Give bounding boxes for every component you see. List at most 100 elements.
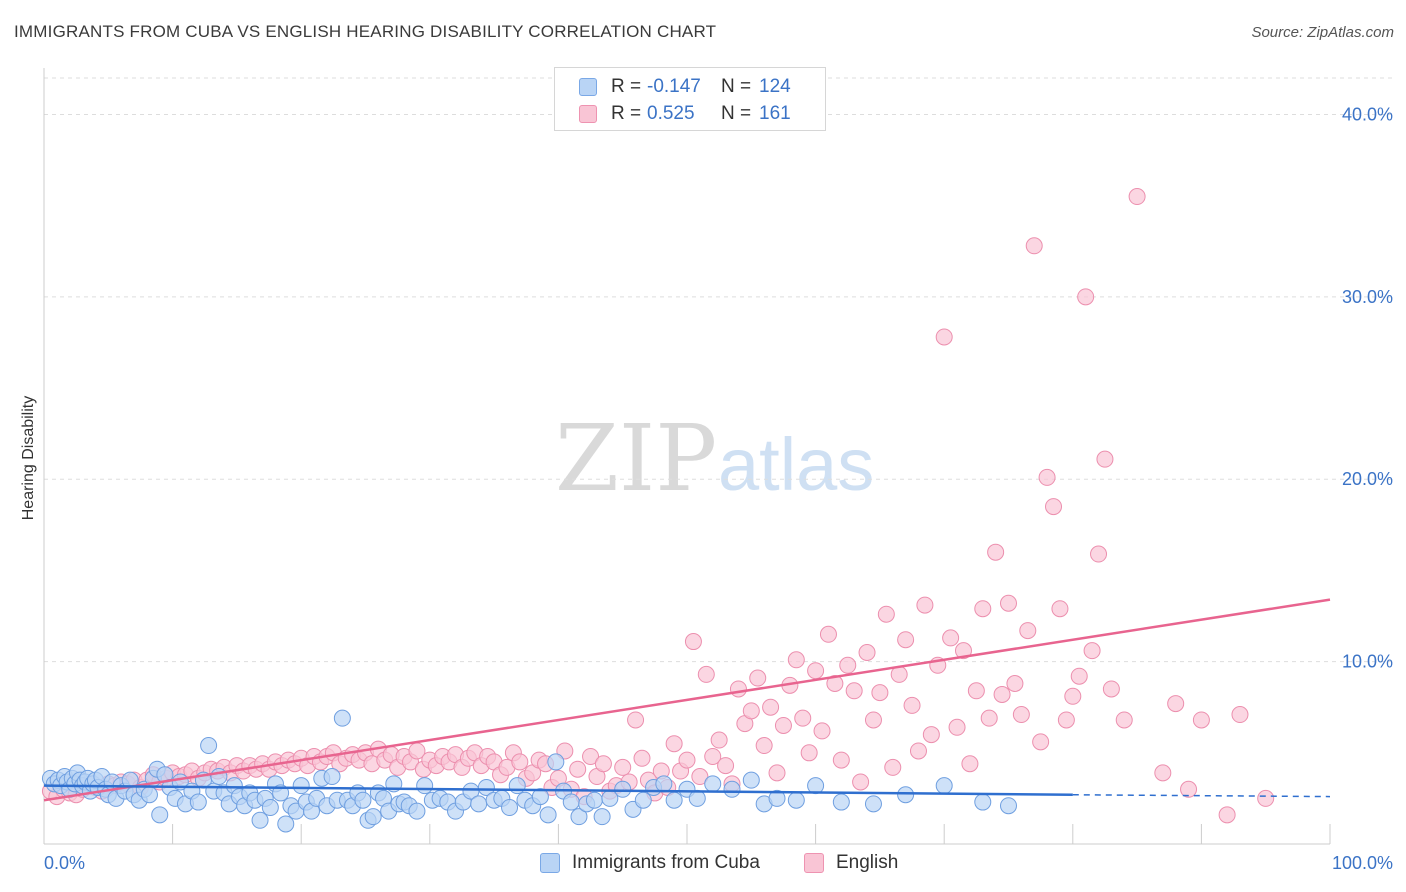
cuba-point (140, 786, 158, 804)
cuba-point (897, 786, 915, 804)
english-point (948, 718, 966, 736)
stats-legend: R = -0.147 N = 124 R = 0.525 N = 161 (554, 67, 826, 131)
chart-title: IMMIGRANTS FROM CUBA VS ENGLISH HEARING … (14, 22, 717, 41)
english-point (633, 749, 651, 767)
english-point (762, 698, 780, 716)
english-point (1019, 622, 1037, 640)
cuba-point (634, 791, 652, 809)
english-point (1231, 706, 1249, 724)
english-point (1128, 188, 1146, 206)
cuba-point (723, 780, 741, 798)
english-point (678, 751, 696, 769)
cuba-trend-extension (1072, 794, 1331, 798)
english-point (909, 742, 927, 760)
cuba-point (655, 775, 673, 793)
english-point (832, 751, 850, 769)
cuba-point (151, 806, 169, 824)
english-point (556, 742, 574, 760)
y-tick-labels: 10.0% 20.0% 30.0% 40.0% (1342, 104, 1393, 671)
english-point (813, 722, 831, 740)
english-point (704, 747, 722, 765)
english-point (627, 711, 645, 729)
english-point (614, 758, 632, 776)
english-point (884, 758, 902, 776)
english-point (1257, 789, 1275, 807)
watermark-atlas: atlas (718, 423, 874, 506)
axes (43, 68, 1331, 845)
english-point (1045, 498, 1063, 516)
english-swatch (579, 105, 597, 123)
english-point (967, 682, 985, 700)
legend-label-english: English (836, 852, 899, 873)
cuba-point (251, 811, 269, 829)
cuba-point (614, 780, 632, 798)
cuba-point (665, 791, 683, 809)
english-trend-line (43, 598, 1331, 802)
english-point (1000, 594, 1017, 612)
english-point (1032, 733, 1050, 751)
cuba-point (562, 793, 580, 811)
cuba-point (531, 788, 549, 806)
cuba-point (323, 768, 341, 786)
y-tick-label: 30.0% (1342, 287, 1393, 307)
cuba-point (364, 808, 382, 826)
cuba-point (704, 775, 722, 793)
english-point (1006, 675, 1024, 693)
english-point (1192, 711, 1210, 729)
x-tick-label-min: 0.0% (44, 853, 85, 873)
legend-item-english[interactable]: English (804, 852, 898, 874)
cuba-point (547, 753, 565, 771)
cuba-point (477, 778, 495, 796)
english-point (774, 716, 792, 734)
r-label: R = (611, 76, 642, 97)
english-point (1070, 667, 1088, 685)
cuba-point (501, 799, 519, 817)
english-point (916, 596, 934, 614)
english-point (807, 662, 825, 680)
english-point (903, 696, 921, 714)
english-point (665, 735, 683, 753)
english-point (691, 768, 709, 786)
english-point (1090, 545, 1108, 563)
english-point (1167, 695, 1185, 713)
english-point (1077, 288, 1095, 306)
cuba-point (864, 795, 882, 813)
english-legend-swatch (804, 853, 824, 873)
x-tick-label-max: 100.0% (1332, 853, 1393, 873)
english-point (877, 605, 895, 623)
english-point (1096, 450, 1114, 468)
english-point (1025, 237, 1043, 255)
cuba-legend-swatch (540, 853, 560, 873)
r-value-cuba: -0.147 (647, 76, 701, 97)
english-point (1012, 706, 1030, 724)
cuba-point (333, 709, 351, 727)
cuba-point (787, 791, 805, 809)
watermark-zip: ZIP (555, 405, 717, 512)
english-point (1057, 711, 1075, 729)
english-point (684, 633, 702, 651)
english-point (826, 675, 844, 693)
cuba-point (200, 737, 218, 755)
english-point (697, 665, 715, 683)
english-point (897, 631, 915, 649)
english-point (755, 737, 773, 755)
english-point (717, 757, 735, 775)
english-point (742, 702, 760, 720)
english-point (749, 669, 767, 687)
cuba-point (189, 793, 207, 811)
y-tick-label: 20.0% (1342, 469, 1393, 489)
cuba-point (570, 808, 588, 826)
english-point (1038, 468, 1056, 486)
cuba-point (508, 777, 526, 795)
legend-item-cuba[interactable]: Immigrants from Cuba (540, 852, 760, 874)
cuba-point (1000, 797, 1017, 815)
cuba-point (593, 808, 611, 826)
y-axis-label: Hearing Disability (20, 396, 37, 521)
english-point (1115, 711, 1133, 729)
english-point (858, 644, 876, 661)
english-point (1180, 780, 1198, 798)
english-point (800, 744, 818, 762)
grid-lines (44, 77, 1393, 663)
english-point (819, 625, 837, 643)
